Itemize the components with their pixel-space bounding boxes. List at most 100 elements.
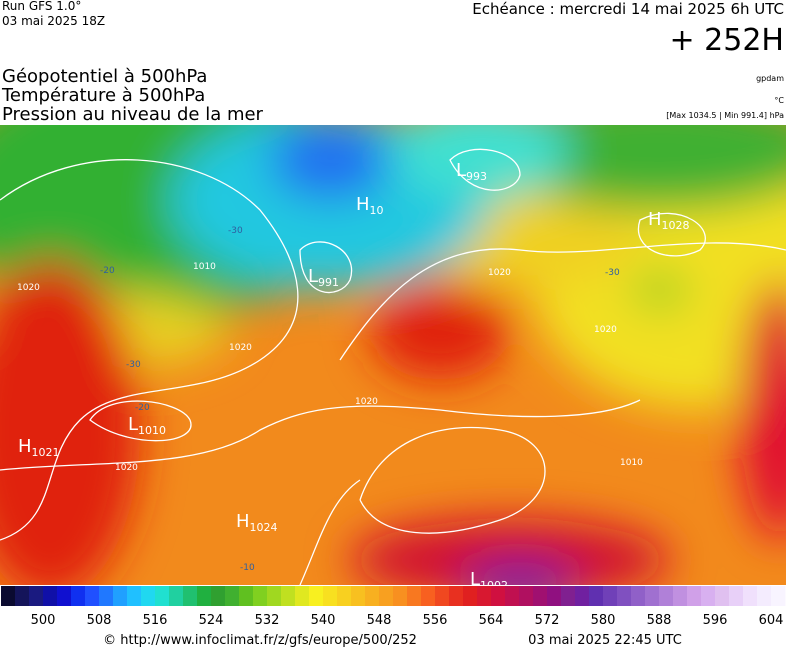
colorbar-swatch — [407, 586, 422, 606]
colorbar-swatch — [43, 586, 58, 606]
colorbar-swatch — [687, 586, 702, 606]
center-value: 991 — [318, 276, 339, 289]
colorbar-swatch — [113, 586, 128, 606]
center-value: 10 — [370, 204, 384, 217]
colorbar-swatch — [673, 586, 688, 606]
center-value: 1024 — [250, 521, 278, 534]
colorbar-swatch — [645, 586, 660, 606]
colorbar-label: 532 — [255, 613, 280, 628]
map — [0, 125, 786, 585]
colorbar-swatch — [729, 586, 744, 606]
center-letter: H — [356, 194, 370, 215]
run: Run GFS 1.0° — [2, 0, 81, 13]
contour-label: 1020 — [115, 463, 138, 473]
contour-label: -30 — [605, 268, 620, 278]
colorbar-swatch — [617, 586, 632, 606]
center-letter: H — [18, 436, 32, 457]
pressure-center: H10 — [356, 194, 384, 217]
colorbar-label: 508 — [87, 613, 112, 628]
colorbar-label: 588 — [647, 613, 672, 628]
colorbar-label: 596 — [703, 613, 728, 628]
contour-label: 1020 — [488, 268, 511, 278]
colorbar-swatch — [127, 586, 142, 606]
center-letter: L — [456, 160, 466, 181]
colorbar-swatch — [561, 586, 576, 606]
colorbar-swatch — [533, 586, 548, 606]
colorbar-swatch — [631, 586, 646, 606]
colorbar-swatch — [757, 586, 772, 606]
colorbar-swatch — [715, 586, 730, 606]
colorbar-swatch — [323, 586, 338, 606]
colorbar-label: 580 — [591, 613, 616, 628]
contour-label: -30 — [126, 360, 141, 370]
center-value: 993 — [466, 170, 487, 183]
colorbar-swatch — [449, 586, 464, 606]
contour-label: 1010 — [620, 458, 643, 468]
colorbar-swatch — [351, 586, 366, 606]
colorbar-swatch — [29, 586, 44, 606]
echeance: Echéance : mercredi 14 mai 2025 6h UTC — [472, 0, 784, 18]
colorbar-label: 564 — [479, 613, 504, 628]
colorbar-swatch — [281, 586, 296, 606]
colorbar-swatch — [421, 586, 436, 606]
center-value: 1028 — [662, 219, 690, 232]
colorbar-swatch — [519, 586, 534, 606]
colorbar-swatch — [337, 586, 352, 606]
colorbar-swatch — [435, 586, 450, 606]
colorbar-swatch — [57, 586, 72, 606]
colorbar-swatch — [379, 586, 394, 606]
colorbar-swatch — [463, 586, 478, 606]
field: Géopotentiel à 500hPa — [2, 66, 207, 87]
colorbar-swatch — [491, 586, 506, 606]
colorbar-swatch — [309, 586, 324, 606]
field: Température à 500hPa — [1, 85, 205, 106]
contour-label: 1010 — [193, 262, 216, 272]
contour-label: 1020 — [594, 325, 617, 335]
contour-label: 1020 — [229, 343, 252, 353]
colorbar-swatch — [771, 586, 786, 606]
colorbar-swatch — [295, 586, 310, 606]
colorbar-label: 516 — [143, 613, 168, 628]
contour-label: -20 — [135, 403, 150, 413]
colorbar-swatch — [603, 586, 618, 606]
colorbar-swatch — [169, 586, 184, 606]
colorbar-swatch — [71, 586, 86, 606]
pressure-center: L1010 — [128, 414, 166, 437]
footer-url: © http://www.infoclimat.fr/z/gfs/europe/… — [103, 633, 417, 648]
colorbar-label: 500 — [31, 613, 56, 628]
colorbar-swatch — [99, 586, 114, 606]
colorbar-swatch — [477, 586, 492, 606]
colorbar-swatch — [547, 586, 562, 606]
colorbar-swatch — [701, 586, 716, 606]
colorbar-swatch — [505, 586, 520, 606]
colorbar-label: 572 — [535, 613, 560, 628]
center-value: 1010 — [138, 424, 166, 437]
pressure-range: [Max 1034.5 | Min 991.4] hPa — [666, 111, 784, 120]
field: Pression au niveau de la mer — [2, 104, 264, 125]
lead-time: + 252H — [670, 23, 785, 58]
pressure-center: H1028 — [648, 209, 690, 232]
colorbar-swatch — [225, 586, 240, 606]
colorbar-swatch — [197, 586, 212, 606]
colorbar-label: 604 — [759, 613, 784, 628]
colorbar-label: 540 — [311, 613, 336, 628]
contour-label: -30 — [228, 226, 243, 236]
center-letter: L — [128, 414, 138, 435]
pressure-center: L991 — [308, 266, 339, 289]
colorbar-swatch — [155, 586, 170, 606]
colorbar-label: 524 — [199, 613, 224, 628]
colorbar-swatch — [743, 586, 758, 606]
contour-label: -10 — [240, 563, 255, 573]
colorbar-swatch — [365, 586, 380, 606]
colorbar-swatch — [239, 586, 254, 606]
center-letter: H — [648, 209, 662, 230]
pressure-center: H1024 — [236, 511, 278, 534]
center-letter: H — [236, 511, 250, 532]
colorbar-label: 556 — [423, 613, 448, 628]
colorbar-swatch — [253, 586, 268, 606]
colorbar-swatch — [85, 586, 100, 606]
contour-label: 1020 — [17, 283, 40, 293]
colorbar-swatch — [393, 586, 408, 606]
pressure-center: L993 — [456, 160, 487, 183]
